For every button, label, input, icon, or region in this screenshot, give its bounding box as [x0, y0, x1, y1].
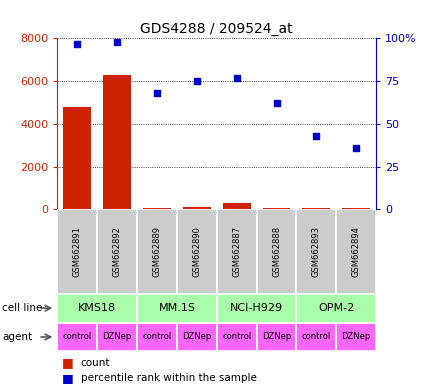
- Text: GSM662892: GSM662892: [113, 226, 122, 277]
- Point: [114, 39, 121, 45]
- Bar: [97, 209, 137, 294]
- Text: DZNep: DZNep: [262, 333, 291, 341]
- Bar: [257, 209, 296, 294]
- Text: ■: ■: [62, 372, 74, 384]
- Bar: [137, 209, 177, 294]
- Text: agent: agent: [2, 332, 32, 342]
- Point: [153, 90, 160, 96]
- Bar: [296, 323, 336, 351]
- Text: GSM662890: GSM662890: [193, 226, 201, 277]
- Text: GSM662888: GSM662888: [272, 226, 281, 277]
- Bar: [296, 209, 336, 294]
- Bar: [143, 208, 171, 209]
- Point: [74, 40, 81, 46]
- Text: control: control: [222, 333, 251, 341]
- Bar: [57, 294, 137, 323]
- Bar: [97, 323, 137, 351]
- Bar: [177, 323, 217, 351]
- Text: count: count: [81, 358, 110, 368]
- Bar: [177, 209, 217, 294]
- Point: [313, 133, 320, 139]
- Bar: [336, 323, 376, 351]
- Text: control: control: [62, 333, 92, 341]
- Text: percentile rank within the sample: percentile rank within the sample: [81, 373, 257, 383]
- Bar: [183, 207, 211, 209]
- Text: DZNep: DZNep: [182, 333, 212, 341]
- Text: control: control: [302, 333, 331, 341]
- Bar: [137, 294, 217, 323]
- Text: DZNep: DZNep: [102, 333, 132, 341]
- Point: [273, 100, 280, 106]
- Bar: [137, 323, 177, 351]
- Text: NCI-H929: NCI-H929: [230, 303, 283, 313]
- Point: [233, 74, 240, 81]
- Bar: [336, 209, 376, 294]
- Bar: [103, 75, 131, 209]
- Text: GSM662894: GSM662894: [352, 226, 361, 277]
- Bar: [217, 209, 257, 294]
- Text: OPM-2: OPM-2: [318, 303, 354, 313]
- Bar: [63, 107, 91, 209]
- Bar: [217, 323, 257, 351]
- Point: [193, 78, 200, 84]
- Title: GDS4288 / 209524_at: GDS4288 / 209524_at: [140, 22, 293, 36]
- Bar: [296, 294, 376, 323]
- Bar: [303, 208, 330, 209]
- Text: cell line: cell line: [2, 303, 42, 313]
- Text: GSM662891: GSM662891: [73, 226, 82, 277]
- Text: GSM662893: GSM662893: [312, 226, 321, 277]
- Text: ■: ■: [62, 356, 74, 369]
- Text: KMS18: KMS18: [78, 303, 116, 313]
- Bar: [57, 323, 97, 351]
- Text: GSM662889: GSM662889: [153, 226, 162, 277]
- Text: control: control: [142, 333, 172, 341]
- Point: [353, 145, 360, 151]
- Text: DZNep: DZNep: [342, 333, 371, 341]
- Text: GSM662887: GSM662887: [232, 226, 241, 277]
- Bar: [223, 203, 251, 209]
- Text: MM.1S: MM.1S: [159, 303, 196, 313]
- Bar: [57, 209, 97, 294]
- Bar: [263, 208, 290, 209]
- Bar: [217, 294, 296, 323]
- Bar: [342, 208, 370, 209]
- Bar: [257, 323, 296, 351]
